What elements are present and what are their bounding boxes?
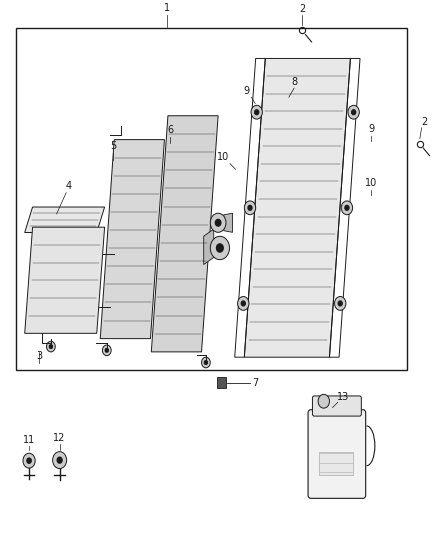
Text: 8: 8 bbox=[291, 77, 297, 86]
Text: 13: 13 bbox=[337, 392, 350, 402]
Circle shape bbox=[109, 248, 118, 259]
Text: 3: 3 bbox=[36, 351, 42, 361]
Text: 2: 2 bbox=[421, 117, 427, 127]
Polygon shape bbox=[244, 59, 350, 357]
Polygon shape bbox=[204, 229, 214, 264]
Circle shape bbox=[201, 357, 210, 368]
Polygon shape bbox=[224, 213, 233, 232]
FancyBboxPatch shape bbox=[308, 410, 366, 498]
Circle shape bbox=[112, 252, 115, 256]
Circle shape bbox=[23, 453, 35, 468]
Circle shape bbox=[251, 106, 262, 119]
Polygon shape bbox=[25, 207, 105, 232]
Circle shape bbox=[57, 457, 62, 463]
Text: 10: 10 bbox=[217, 152, 230, 162]
Circle shape bbox=[244, 201, 256, 215]
Circle shape bbox=[345, 205, 349, 210]
Text: 6: 6 bbox=[167, 125, 173, 135]
Circle shape bbox=[348, 106, 359, 119]
Circle shape bbox=[238, 296, 249, 310]
Circle shape bbox=[338, 301, 342, 306]
Text: 12: 12 bbox=[53, 433, 66, 443]
Circle shape bbox=[215, 220, 221, 226]
Circle shape bbox=[352, 110, 356, 115]
Circle shape bbox=[105, 302, 114, 312]
Polygon shape bbox=[25, 227, 105, 333]
Text: 9: 9 bbox=[368, 124, 374, 134]
Circle shape bbox=[205, 361, 208, 365]
Circle shape bbox=[108, 305, 111, 309]
Circle shape bbox=[53, 451, 67, 469]
Polygon shape bbox=[100, 140, 164, 338]
Circle shape bbox=[241, 301, 245, 306]
Circle shape bbox=[102, 345, 111, 356]
Circle shape bbox=[255, 110, 259, 115]
Circle shape bbox=[318, 394, 329, 408]
Circle shape bbox=[27, 458, 31, 463]
Text: 10: 10 bbox=[365, 179, 377, 189]
Circle shape bbox=[49, 345, 53, 349]
Circle shape bbox=[105, 349, 108, 352]
FancyBboxPatch shape bbox=[312, 396, 361, 416]
Text: 7: 7 bbox=[253, 378, 259, 387]
Text: 4: 4 bbox=[65, 181, 71, 191]
Polygon shape bbox=[151, 116, 218, 352]
Circle shape bbox=[216, 244, 223, 252]
Text: 2: 2 bbox=[299, 4, 305, 14]
Circle shape bbox=[248, 205, 252, 210]
Circle shape bbox=[46, 341, 55, 352]
Circle shape bbox=[210, 213, 226, 232]
Bar bbox=[217, 377, 226, 388]
Circle shape bbox=[341, 201, 353, 215]
Text: 9: 9 bbox=[243, 86, 249, 96]
Text: 1: 1 bbox=[163, 3, 170, 13]
Bar bbox=[16, 28, 407, 370]
Bar bbox=[318, 451, 353, 474]
Text: 11: 11 bbox=[23, 435, 35, 445]
Circle shape bbox=[335, 296, 346, 310]
Circle shape bbox=[210, 236, 230, 260]
Text: 5: 5 bbox=[110, 141, 117, 151]
